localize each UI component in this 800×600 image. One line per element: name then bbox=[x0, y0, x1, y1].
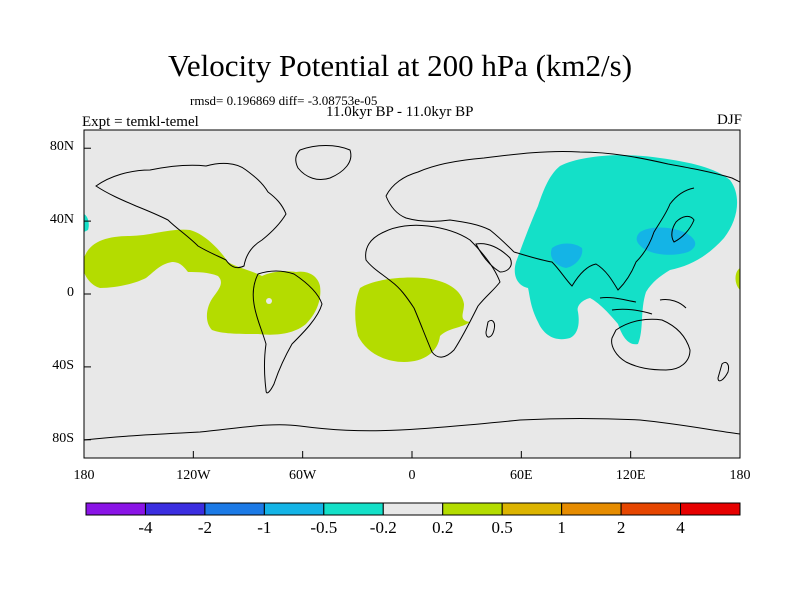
colorbar-label: 1 bbox=[557, 518, 566, 537]
lon-tick-label: 120W bbox=[176, 468, 211, 483]
colorbar-swatch bbox=[382, 502, 444, 516]
coast-greenland bbox=[295, 145, 352, 181]
colorbar-swatch bbox=[323, 502, 384, 516]
positive-region-east-edge bbox=[735, 268, 740, 290]
lon-tick-label: 120E bbox=[615, 468, 646, 483]
lat-tick-label: 0 bbox=[67, 285, 74, 300]
colorbar-label: 2 bbox=[616, 518, 626, 537]
colorbar-swatch bbox=[204, 502, 265, 516]
colorbar-label: -0.2 bbox=[369, 518, 397, 537]
tick-marks bbox=[83, 147, 741, 458]
colorbar bbox=[85, 502, 741, 516]
colorbar-swatch bbox=[85, 502, 146, 516]
lat-tick-label: 80S bbox=[52, 430, 74, 446]
page-title: Velocity Potential at 200 hPa (km2/s) bbox=[167, 48, 633, 83]
colorbar-swatch bbox=[501, 502, 563, 516]
coast-indonesia bbox=[599, 297, 687, 315]
negative-region-asia-pacific bbox=[514, 155, 738, 345]
colorbar-label: -0.5 bbox=[310, 518, 338, 537]
colorbar-swatch bbox=[620, 502, 682, 516]
positive-region-pacific-america bbox=[84, 229, 321, 335]
coast-south-america bbox=[252, 270, 323, 394]
colorbar-label: -4 bbox=[138, 518, 153, 537]
season-label: DJF bbox=[716, 112, 742, 128]
coast-arabia bbox=[475, 243, 512, 273]
negative-core-japan bbox=[636, 227, 696, 255]
coast-japan bbox=[671, 215, 695, 243]
colorbar-label: 0.2 bbox=[432, 518, 454, 537]
coast-new-zealand bbox=[717, 361, 729, 382]
colorbar-swatch bbox=[442, 502, 503, 516]
lon-tick-label: 0 bbox=[408, 468, 416, 483]
lon-tick-label: 180 bbox=[729, 468, 751, 483]
coast-australia bbox=[611, 318, 691, 371]
minor-hole bbox=[266, 298, 272, 304]
colorbar-label: 4 bbox=[676, 518, 685, 537]
colorbar-label: -1 bbox=[257, 518, 272, 537]
coast-madagascar bbox=[485, 319, 495, 338]
positive-region-africa-atlantic bbox=[355, 277, 470, 362]
contour-fields bbox=[84, 155, 740, 362]
coast-eurasia-north bbox=[385, 150, 740, 197]
negative-core-india bbox=[550, 243, 583, 268]
experiment-label: Expt = temkl-temel bbox=[82, 114, 199, 130]
lon-tick-label: 180 bbox=[73, 468, 95, 483]
colorbar-swatch bbox=[680, 502, 741, 516]
coast-north-america bbox=[95, 162, 287, 269]
coast-europe-south bbox=[385, 195, 515, 253]
negative-region-west-edge bbox=[84, 214, 89, 232]
lon-tick-label: 60W bbox=[289, 468, 317, 483]
lat-tick-label: 40S bbox=[52, 357, 74, 373]
colorbar-swatch bbox=[263, 502, 325, 516]
colorbar-swatch bbox=[144, 502, 206, 516]
lon-tick-label: 60E bbox=[510, 468, 533, 483]
lat-tick-label: 40N bbox=[49, 212, 74, 228]
colorbar-label: -2 bbox=[197, 518, 212, 537]
lat-tick-label: 80N bbox=[49, 139, 74, 155]
coast-south-asia bbox=[513, 187, 695, 291]
colorbar-swatch bbox=[561, 502, 622, 516]
period-label: 11.0kyr BP - 11.0kyr BP bbox=[326, 104, 474, 120]
colorbar-label: 0.5 bbox=[491, 518, 513, 537]
stats-label: rmsd= 0.196869 diff= -3.08753e-05 bbox=[190, 93, 378, 108]
coast-africa bbox=[365, 224, 501, 358]
coastlines bbox=[84, 145, 740, 441]
coast-antarctica bbox=[84, 418, 740, 441]
